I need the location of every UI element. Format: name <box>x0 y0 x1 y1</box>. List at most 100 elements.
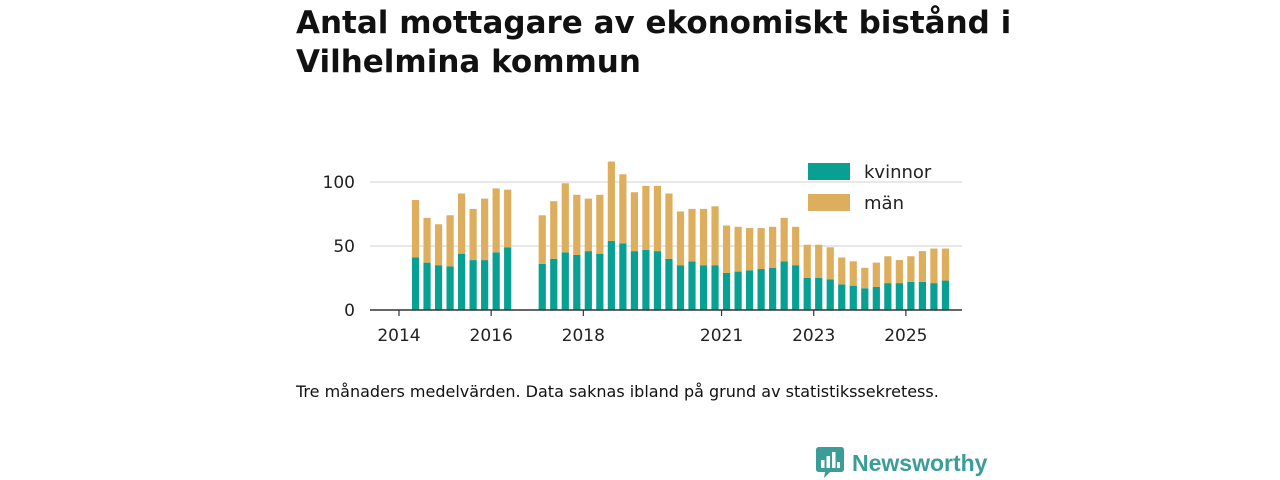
bar-kvinnor <box>561 252 569 310</box>
bar-man <box>769 226 777 268</box>
bar-kvinnor <box>907 281 915 310</box>
bar-kvinnor <box>492 252 500 310</box>
bar-man <box>538 215 546 264</box>
bar-kvinnor <box>550 258 558 310</box>
bar-man <box>607 161 615 241</box>
bar-kvinnor <box>734 271 742 310</box>
bar-kvinnor <box>411 257 420 310</box>
bar-kvinnor <box>746 270 754 310</box>
legend-swatch-man <box>808 194 850 211</box>
bar-kvinnor <box>446 266 454 310</box>
bar-kvinnor <box>458 253 466 310</box>
bar-kvinnor <box>722 272 731 310</box>
bar-kvinnor <box>918 281 926 310</box>
bar-kvinnor <box>538 263 546 310</box>
chart-title: Antal mottagare av ekonomiskt bistånd i … <box>296 5 1012 80</box>
bar-kvinnor <box>884 283 892 310</box>
bar-man <box>757 228 765 270</box>
axes: 0 50 100 2014 2016 2018 2021 2023 2025 <box>323 173 962 346</box>
bar-man <box>746 228 754 271</box>
bar-man <box>561 183 569 253</box>
bar-kvinnor <box>895 283 903 310</box>
legend-label: kvinnor <box>864 162 932 183</box>
bar-kvinnor <box>481 260 489 310</box>
bar-man <box>642 185 650 250</box>
legend-label: män <box>864 193 904 214</box>
bar-kvinnor <box>504 247 512 310</box>
bar-man <box>481 198 489 261</box>
bar-man <box>573 194 581 255</box>
bar-kvinnor <box>930 283 938 310</box>
bar-kvinnor <box>584 251 592 310</box>
bar-kvinnor <box>780 261 788 310</box>
bar-man <box>895 260 903 284</box>
bar-kvinnor <box>826 279 834 310</box>
bar-man <box>619 174 627 244</box>
bar-man <box>492 188 500 253</box>
bar-man <box>550 201 558 259</box>
legend-swatch-kvinnor <box>808 163 850 180</box>
bar-kvinnor <box>861 288 869 310</box>
bar-kvinnor <box>941 280 950 310</box>
y-tick-label: 0 <box>344 301 355 321</box>
bar-man <box>584 198 592 252</box>
bar-man <box>930 248 938 284</box>
bar-man <box>630 192 638 252</box>
bar-man <box>676 211 685 266</box>
bar-kvinnor <box>423 262 431 310</box>
bar-man <box>792 226 800 266</box>
bar-man <box>815 244 823 278</box>
bar-kvinnor <box>711 265 719 310</box>
bar-kvinnor <box>619 243 627 310</box>
x-tick-label: 2021 <box>700 326 743 346</box>
bar-kvinnor <box>630 251 638 310</box>
bar-man <box>711 206 719 266</box>
newsworthy-brand-name: Newsworthy <box>852 449 988 476</box>
bar-kvinnor <box>849 285 857 310</box>
bar-kvinnor <box>469 260 477 310</box>
bar-man <box>861 267 869 289</box>
bar-man <box>918 251 926 282</box>
bar-kvinnor <box>815 278 823 310</box>
bar-man <box>907 256 915 282</box>
bar-kvinnor <box>434 265 443 310</box>
newsworthy-logo[interactable]: Newsworthy <box>816 446 987 480</box>
bar-kvinnor <box>803 278 811 310</box>
bar-kvinnor <box>653 251 662 310</box>
bar-man <box>434 224 443 266</box>
bar-man <box>722 225 731 273</box>
bar-man <box>688 208 696 262</box>
y-tick-label: 100 <box>323 173 355 193</box>
bar-man <box>699 208 708 266</box>
bar-man <box>941 248 950 281</box>
bar-kvinnor <box>642 249 650 310</box>
bar-man <box>826 247 834 280</box>
bar-man <box>458 193 466 254</box>
bar-kvinnor <box>596 253 604 310</box>
legend: kvinnor män <box>808 162 932 214</box>
y-tick-label: 50 <box>333 237 355 257</box>
bar-man <box>849 261 857 286</box>
bar-kvinnor <box>699 265 708 310</box>
bar-man <box>884 256 892 284</box>
bar-kvinnor <box>757 269 765 310</box>
bar-kvinnor <box>607 240 615 310</box>
footnote: Tre månaders medelvärden. Data saknas ib… <box>296 382 939 401</box>
bar-kvinnor <box>792 265 800 310</box>
bar-man <box>803 244 811 278</box>
x-tick-label: 2016 <box>470 326 513 346</box>
bar-man <box>423 217 431 263</box>
bars <box>411 161 950 310</box>
bar-man <box>838 257 846 285</box>
x-tick-label: 2023 <box>792 326 835 346</box>
bar-kvinnor <box>665 258 673 310</box>
x-tick-label: 2018 <box>562 326 605 346</box>
bar-man <box>734 226 742 272</box>
bar-kvinnor <box>676 265 685 310</box>
x-tick-label: 2014 <box>377 326 420 346</box>
bar-man <box>665 193 673 259</box>
bar-man <box>446 215 454 267</box>
x-tick-label: 2025 <box>884 326 927 346</box>
bar-man <box>780 217 788 262</box>
